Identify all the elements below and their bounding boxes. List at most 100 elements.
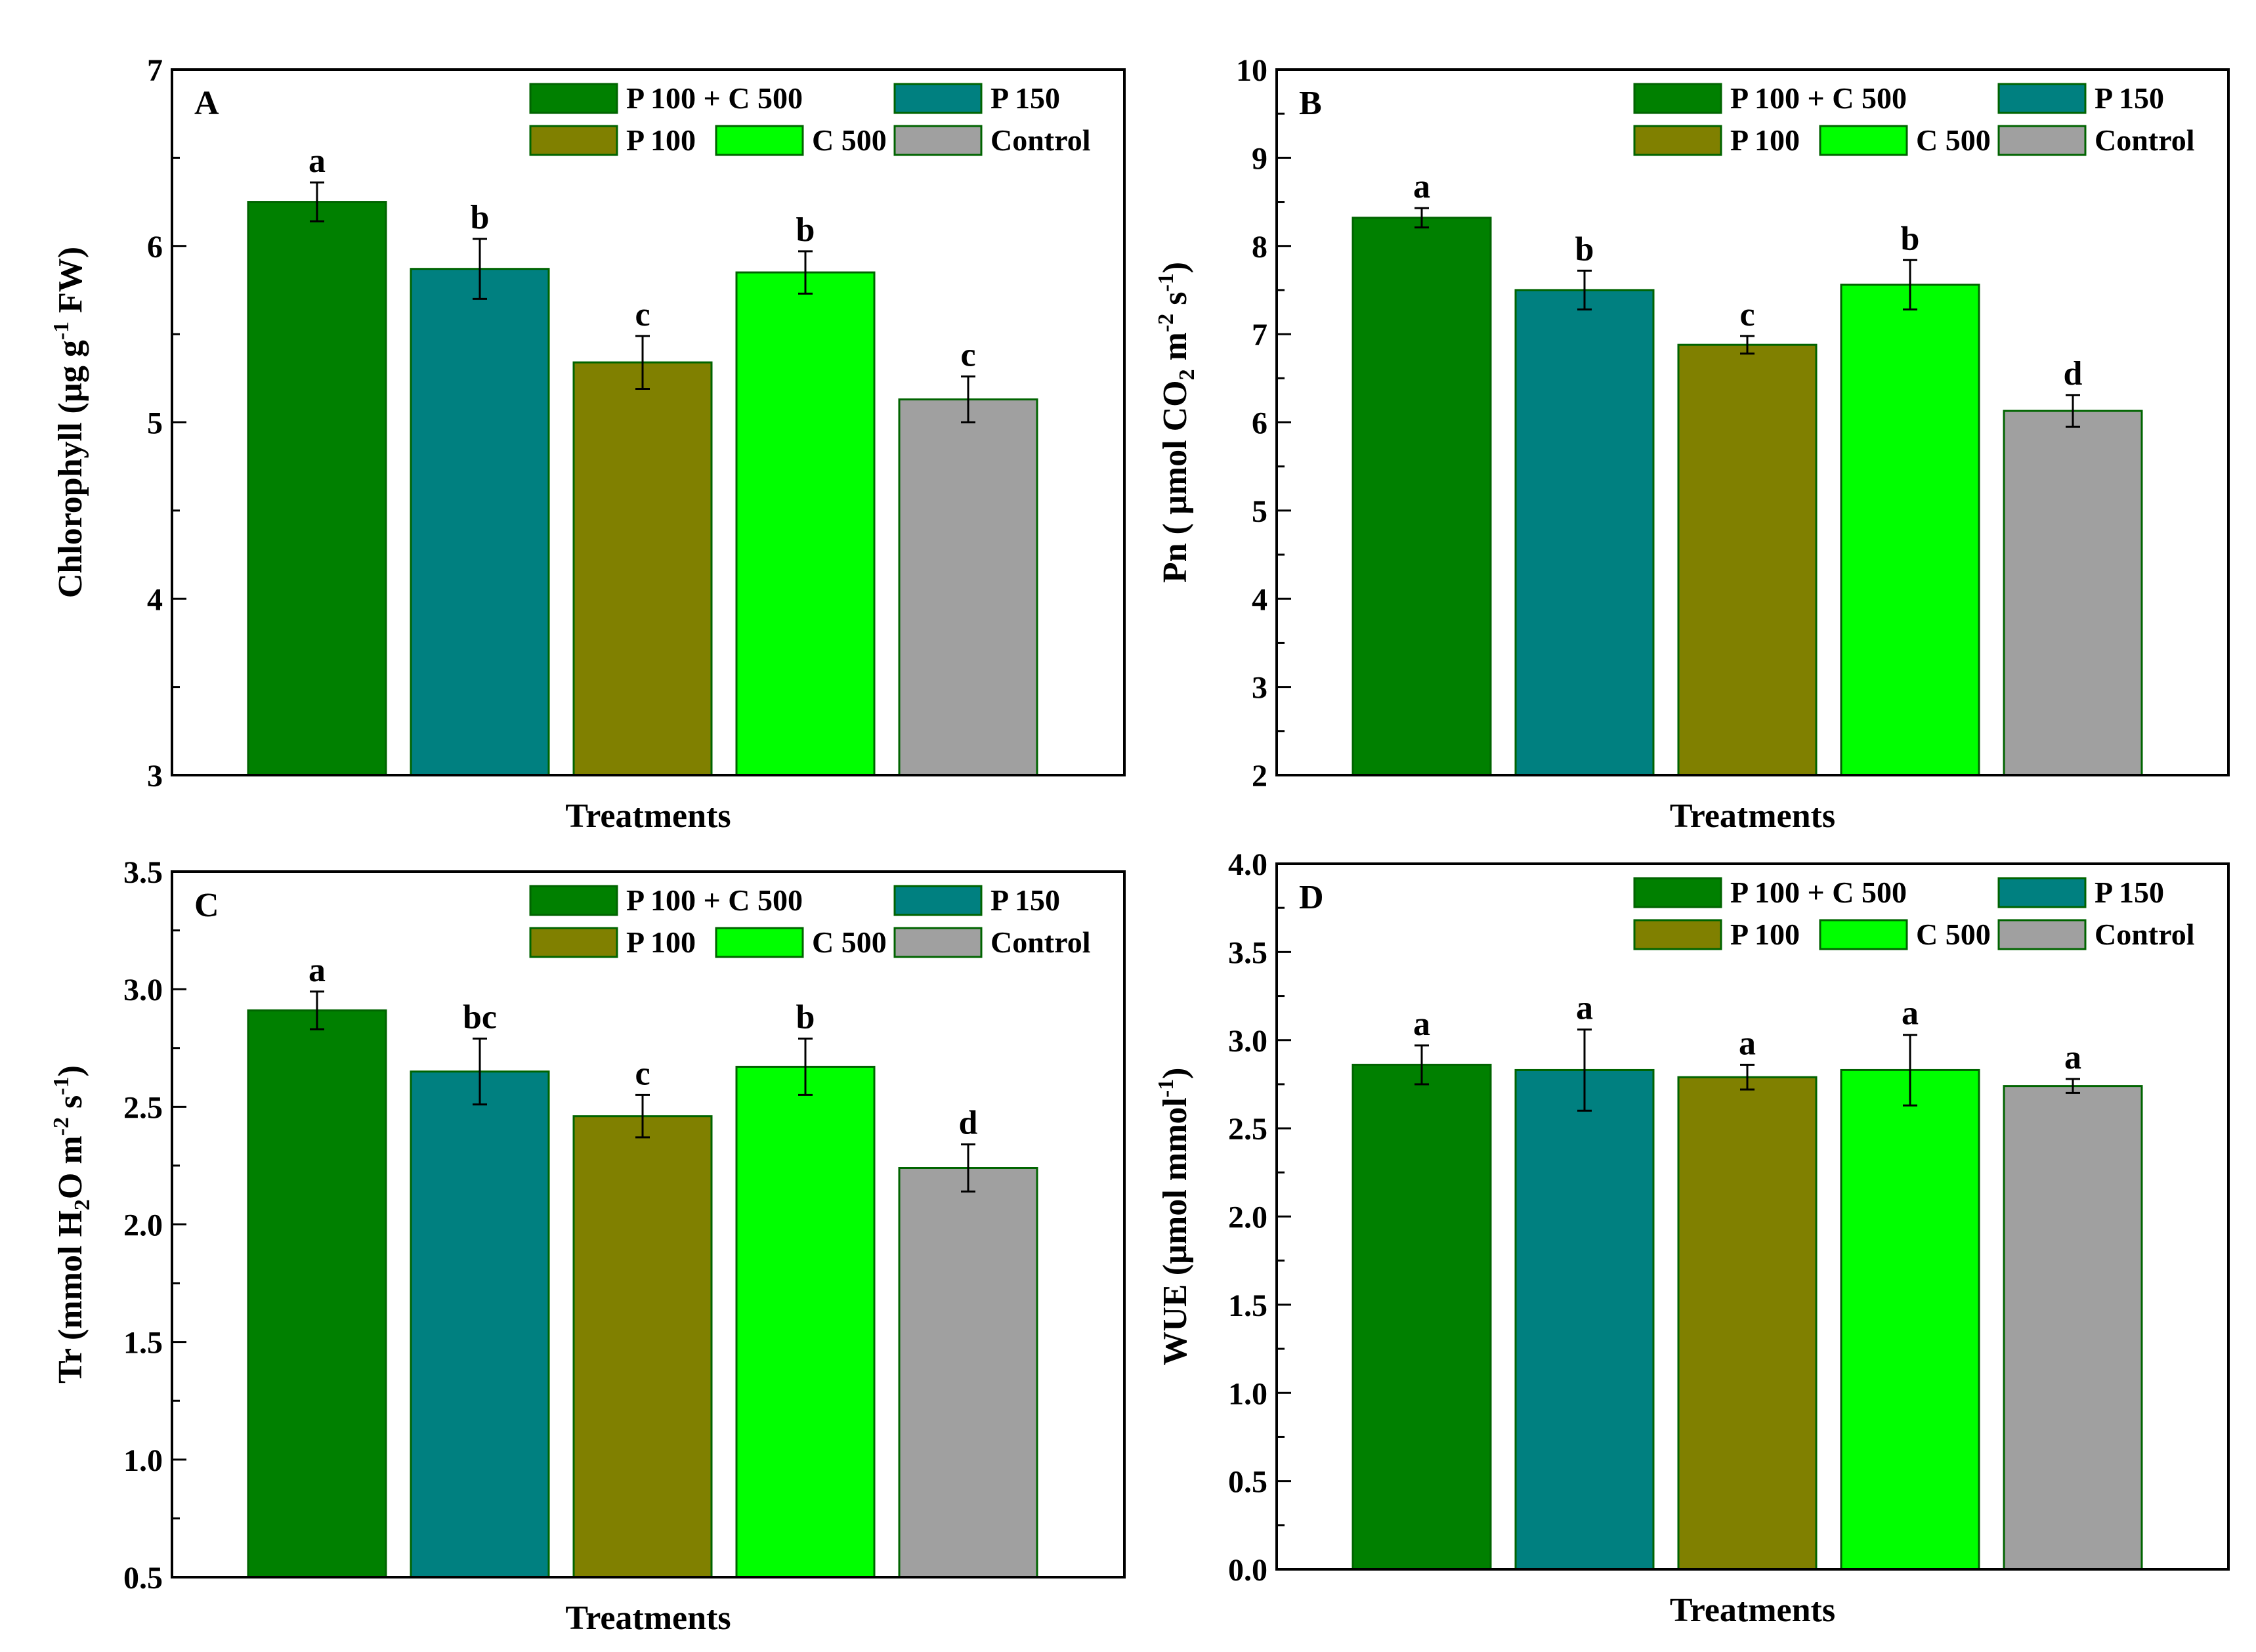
bar-3 (572, 1115, 713, 1578)
bar-5 (898, 398, 1038, 776)
x-axis-title: Treatments (565, 797, 731, 835)
legend-swatch-2 (893, 885, 983, 916)
panel-letter: B (1299, 85, 1322, 122)
x-axis-title: Treatments (1670, 1592, 1835, 1629)
y-tick-label: 0.0 (1228, 1553, 1267, 1588)
y-axis-title-main: Tr (mmol H (52, 1210, 89, 1384)
significance-label-4: a (1902, 995, 1919, 1032)
y-tick-label: 1.5 (123, 1326, 163, 1361)
significance-label-1: a (1413, 1006, 1430, 1043)
y-axis-title-superscript2: -1 (49, 1076, 74, 1095)
bar-1 (1351, 217, 1492, 776)
legend-label-4: C 500 (812, 123, 887, 157)
significance-label-3: c (1739, 296, 1755, 333)
y-tick-label: 9 (1252, 141, 1267, 176)
bar-2 (1514, 1069, 1655, 1571)
bar-4 (735, 1065, 876, 1578)
legend-swatch-1 (1633, 877, 1722, 908)
y-tick-label: 2 (1252, 759, 1267, 794)
significance-label-5: d (2064, 355, 2083, 392)
y-tick-label: 0.5 (123, 1561, 163, 1596)
legend-swatch-5 (893, 125, 983, 156)
bar-1 (247, 1009, 387, 1578)
bar-3 (1677, 343, 1818, 776)
legend-swatch-2 (1997, 83, 2087, 114)
panel-letter: A (194, 85, 219, 122)
legend-label-2: P 150 (2095, 876, 2164, 909)
bar-1 (1351, 1063, 1492, 1571)
significance-label-1: a (1413, 168, 1430, 205)
y-tick-label: 7 (147, 53, 163, 88)
panel-c: a bc c b d 0.5 1.0 1.5 2.0 2.5 3.0 3.5 C Treatments Tr… (49, 855, 1126, 1637)
legend-label-3: P 100 (626, 925, 696, 959)
legend-label-5: Control (990, 925, 1091, 959)
legend-swatch-4 (715, 927, 804, 958)
panel-a: a b c b c 3 4 5 6 7A Treatments Chlorophyll (µg g-1… (49, 53, 1126, 835)
y-tick-label: 0.5 (1228, 1465, 1267, 1500)
significance-label-3: c (635, 1055, 650, 1092)
legend-label-3: P 100 (1730, 123, 1800, 157)
legend-label-3: P 100 (626, 123, 696, 157)
legend-label-5: Control (2095, 918, 2195, 951)
y-tick-label: 4 (1252, 582, 1267, 617)
legend-label-4: C 500 (812, 925, 887, 959)
legend-label-4: C 500 (1916, 123, 1991, 157)
significance-label-1: a (309, 142, 326, 180)
y-tick-label: 3 (1252, 671, 1267, 706)
y-axis-title-main: WUE (µmol mmol (1157, 1097, 1194, 1365)
legend-label-1: P 100 + C 500 (626, 883, 803, 917)
legend-swatch-1 (529, 885, 618, 916)
y-tick-label: 3.5 (1228, 935, 1267, 970)
legend-label-3: P 100 (1730, 918, 1800, 951)
legend-swatch-1 (1633, 83, 1722, 114)
y-tick-label: 6 (1252, 406, 1267, 441)
y-axis-title-mid2: s (1157, 292, 1194, 314)
y-tick-label: 4.0 (1228, 847, 1267, 882)
y-tick-label: 8 (1252, 230, 1267, 265)
x-axis-title: Treatments (565, 1599, 731, 1637)
legend-swatch-3 (529, 125, 618, 156)
y-tick-label: 1.5 (1228, 1288, 1267, 1323)
y-tick-label: 5 (147, 406, 163, 441)
bar-2 (410, 1070, 550, 1578)
significance-label-4: b (796, 998, 815, 1036)
y-axis-title-main: Chlorophyll (µg g (52, 340, 89, 598)
significance-label-3: a (1739, 1025, 1756, 1062)
y-tick-label: 3.0 (1228, 1024, 1267, 1059)
bar-1 (247, 201, 387, 776)
legend-swatch-3 (529, 927, 618, 958)
y-tick-label: 10 (1236, 53, 1267, 88)
bar-5 (2003, 410, 2143, 776)
legend-label-1: P 100 + C 500 (626, 81, 803, 115)
panel-letter: C (194, 887, 219, 924)
y-axis-title-mid: O m (52, 1135, 89, 1199)
y-tick-label: 2.5 (1228, 1112, 1267, 1147)
significance-label-5: c (960, 337, 975, 374)
y-axis-title: Tr (mmol H2O m-2 s-1) (49, 1065, 95, 1384)
legend-label-1: P 100 + C 500 (1730, 81, 1907, 115)
y-axis-title-tail: ) (1157, 1067, 1194, 1078)
y-tick-label: 1.0 (123, 1443, 163, 1478)
significance-label-4: b (1901, 220, 1920, 257)
legend-label-4: C 500 (1916, 918, 1991, 951)
legend-swatch-4 (715, 125, 804, 156)
bar-2 (1514, 289, 1655, 776)
legend-swatch-5 (893, 927, 983, 958)
panel-d: a a a a a 0.0 0.5 1.0 1.5 2.0 2.5 3.0 3.5 4.0 D Treatme… (1154, 847, 2230, 1629)
y-axis-title: Pn ( µmol CO2 m-2 s-1) (1154, 262, 1199, 583)
bar-3 (572, 361, 713, 776)
significance-label-2: b (471, 199, 490, 236)
y-axis-title-superscript2: -1 (1154, 273, 1178, 291)
y-tick-label: 7 (1252, 318, 1267, 352)
y-axis-title-mid: m (1157, 332, 1194, 369)
legend-swatch-2 (893, 83, 983, 114)
legend-label-1: P 100 + C 500 (1730, 876, 1907, 909)
legend-swatch-4 (1819, 919, 1908, 950)
significance-label-1: a (309, 952, 326, 989)
y-axis-title-tail: ) (52, 1065, 89, 1076)
significance-label-5: a (2064, 1039, 2081, 1076)
panel-b: a b c b d 2 3 4 5 6 7 8 9 10 B Treatments Pn ( µmol CO2 … (1154, 53, 2230, 835)
bar-2 (410, 268, 550, 776)
y-axis-title-superscript: -2 (49, 1117, 74, 1135)
